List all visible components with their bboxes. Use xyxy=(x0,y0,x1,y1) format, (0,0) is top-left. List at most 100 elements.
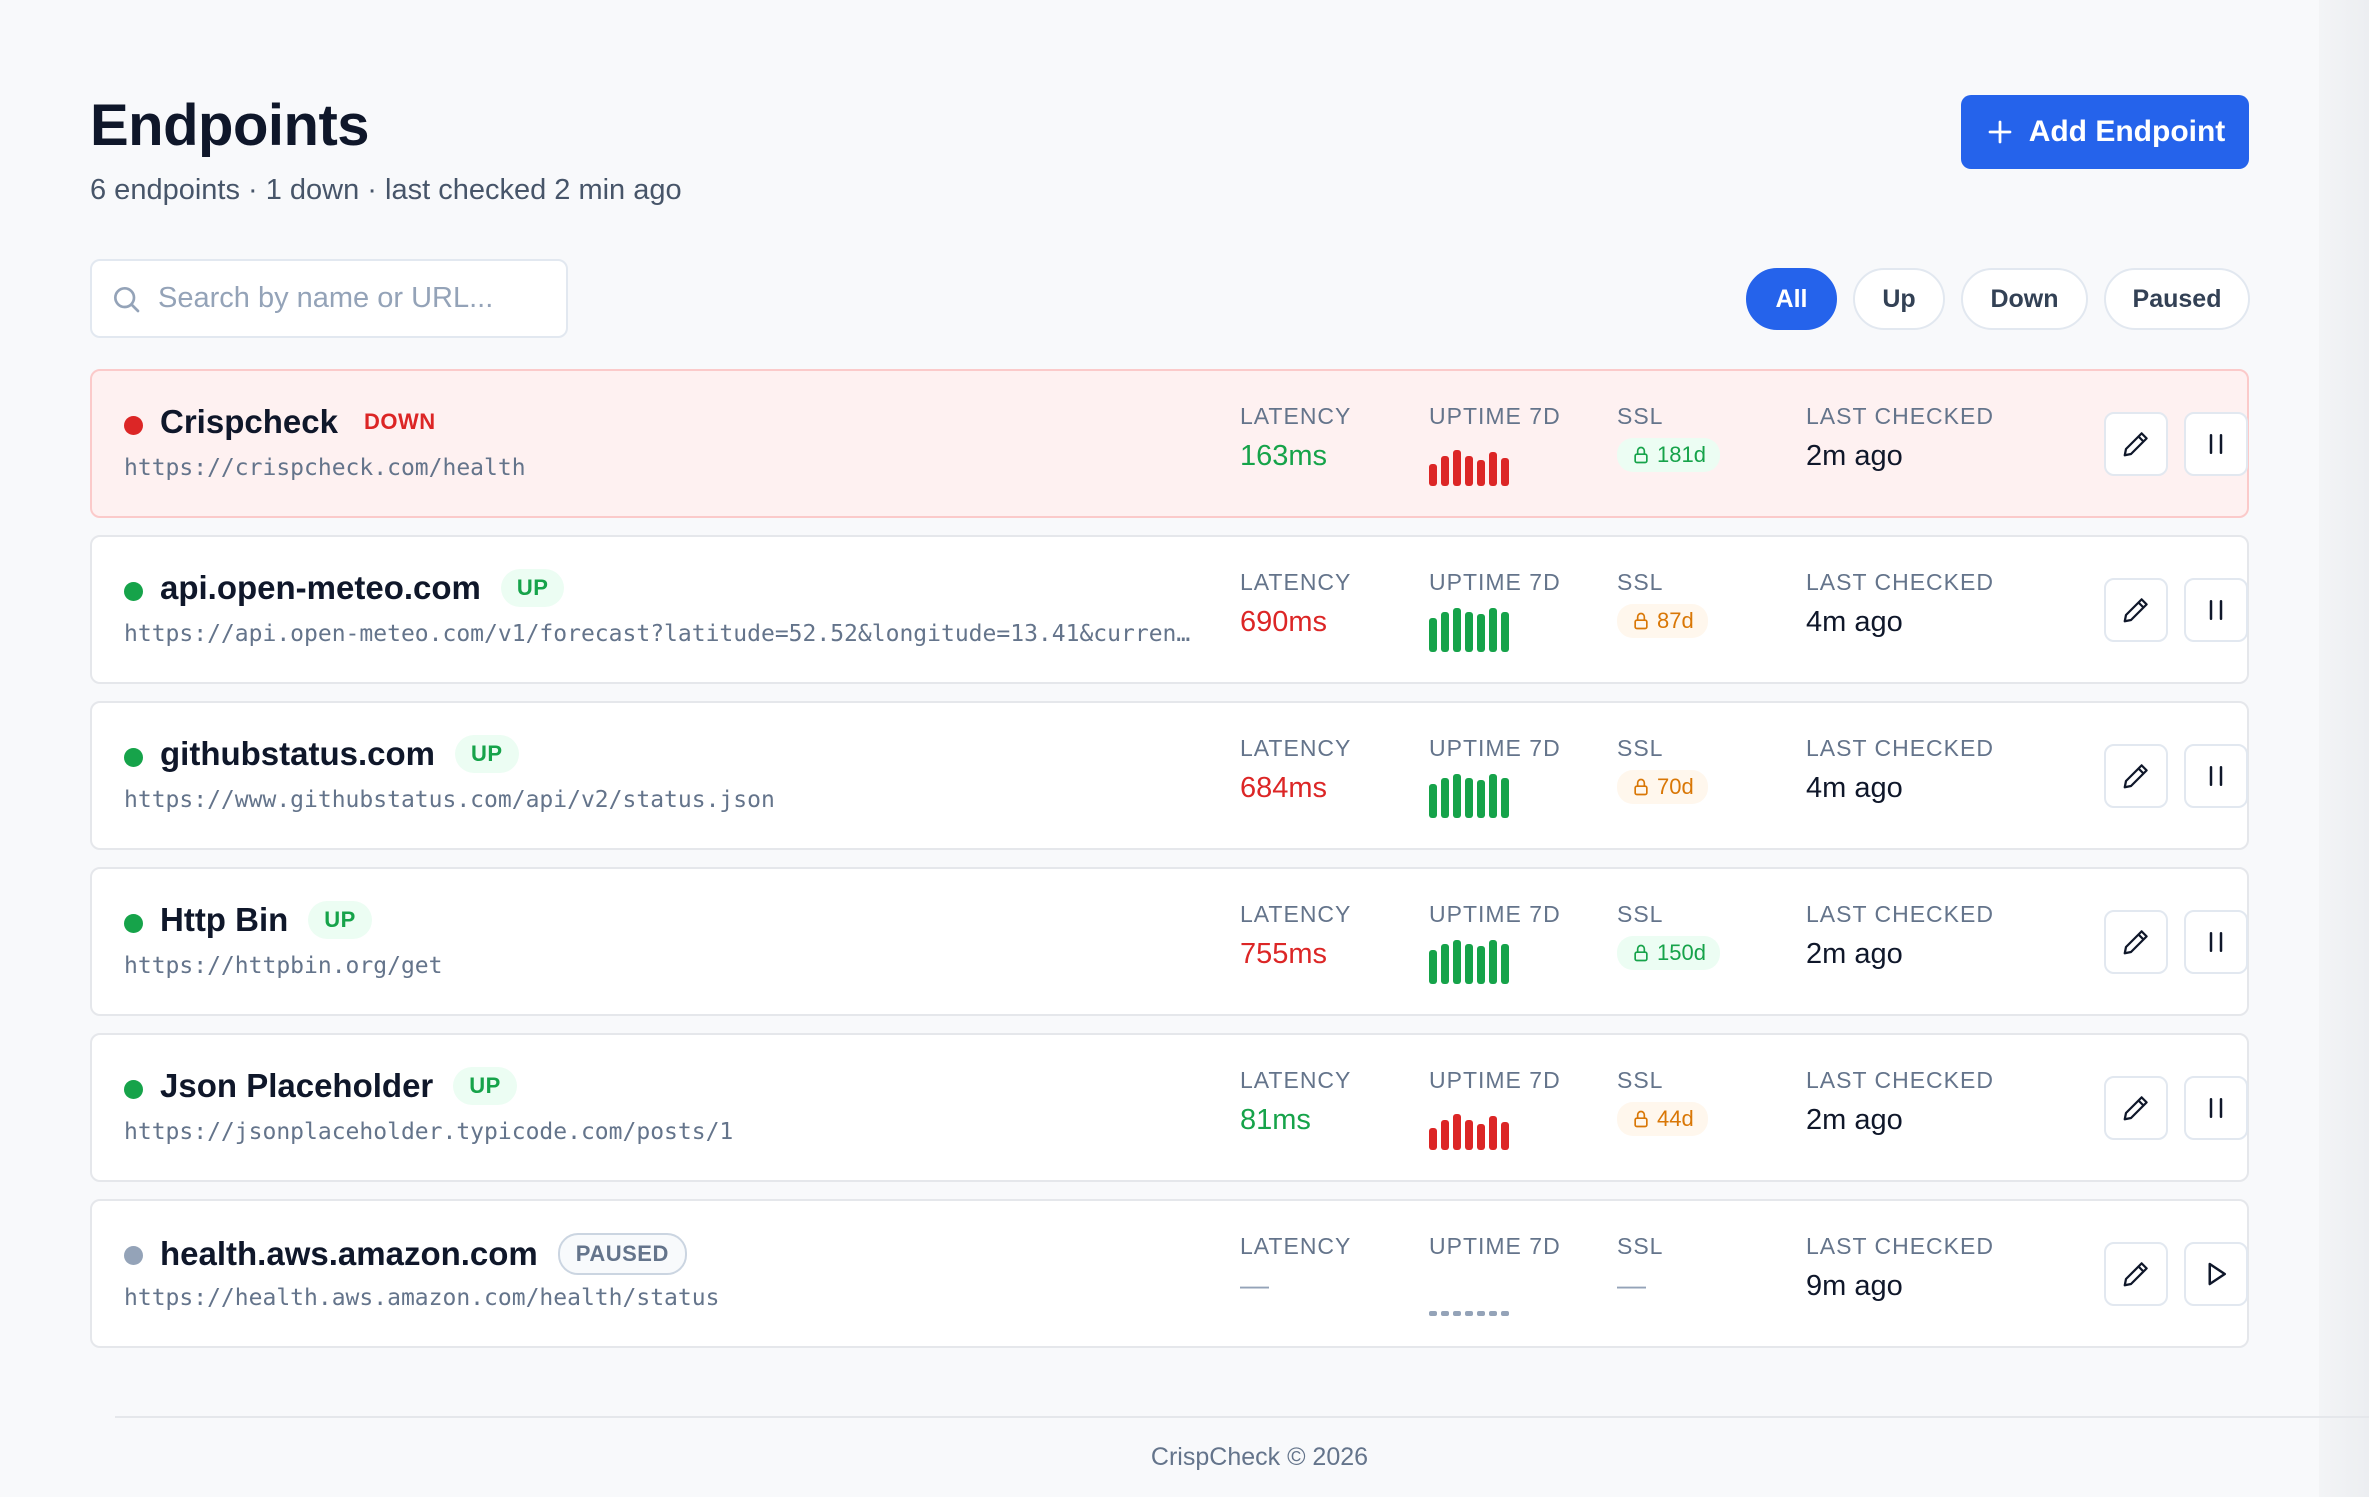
add-endpoint-button[interactable]: Add Endpoint xyxy=(1961,95,2249,169)
endpoint-name: api.open-meteo.com xyxy=(160,569,481,606)
pencil-icon xyxy=(2121,595,2151,625)
pause-button[interactable] xyxy=(2184,744,2248,808)
resume-button[interactable] xyxy=(2184,1242,2248,1306)
endpoint-row[interactable]: Crispcheck DOWN https://crispcheck.com/hea… xyxy=(90,369,2249,518)
pencil-icon xyxy=(2121,1259,2151,1289)
endpoint-row[interactable]: api.open-meteo.com UP https://api.open-met… xyxy=(90,535,2249,684)
ssl-badge: 150d xyxy=(1617,936,1720,970)
endpoint-row[interactable]: Json Placeholder UP https://jsonplaceholde… xyxy=(90,1033,2249,1182)
uptime-day-bar xyxy=(1465,1120,1473,1150)
scrollbar-track[interactable] xyxy=(2319,0,2369,1497)
latency-label: LATENCY xyxy=(1240,901,1352,927)
edit-button[interactable] xyxy=(2104,578,2168,642)
uptime-day-bar xyxy=(1453,1114,1461,1150)
edit-button[interactable] xyxy=(2104,1076,2168,1140)
last-checked-cell: LAST CHECKED 2m ago xyxy=(1806,403,1994,473)
latency-value: 684ms xyxy=(1240,772,1328,804)
status-dot xyxy=(124,582,143,601)
last-checked-cell: LAST CHECKED 4m ago xyxy=(1806,735,1994,805)
add-endpoint-label: Add Endpoint xyxy=(2028,115,2226,148)
last-checked-value: 2m ago xyxy=(1806,440,1903,472)
pause-icon xyxy=(2201,1093,2231,1123)
uptime-day-bar xyxy=(1477,780,1485,818)
ssl-badge: 44d xyxy=(1617,1102,1708,1136)
filter-down[interactable]: Down xyxy=(1961,268,2088,330)
uptime-day-bar xyxy=(1429,784,1437,818)
uptime-day-bar xyxy=(1453,608,1461,652)
edit-button[interactable] xyxy=(2104,744,2168,808)
filter-all[interactable]: All xyxy=(1746,268,1837,330)
pause-button[interactable] xyxy=(2184,1076,2248,1140)
uptime-cell: UPTIME 7D xyxy=(1429,735,1561,818)
endpoint-row[interactable]: Http Bin UP https://httpbin.org/get LATENCY… xyxy=(90,867,2249,1016)
uptime-day-bar xyxy=(1429,1128,1437,1150)
endpoint-url: https://crispcheck.com/health xyxy=(124,455,526,481)
last-checked-cell: LAST CHECKED 9m ago xyxy=(1806,1233,1994,1303)
status-badge: PAUSED xyxy=(557,1233,687,1275)
endpoint-row[interactable]: githubstatus.com UP https://www.githubstat… xyxy=(90,701,2249,850)
status-badge: UP xyxy=(455,735,519,773)
lock-icon xyxy=(1631,445,1651,465)
edit-button[interactable] xyxy=(2104,910,2168,974)
ssl-days: 181d xyxy=(1657,442,1706,467)
pause-button[interactable] xyxy=(2184,910,2248,974)
uptime-day-bar xyxy=(1429,950,1437,984)
endpoint-name-group: Crispcheck DOWN xyxy=(160,403,452,441)
uptime-day-bar xyxy=(1501,612,1509,652)
edit-button[interactable] xyxy=(2104,1242,2168,1306)
uptime-day-bar xyxy=(1465,612,1473,652)
uptime-cell: UPTIME 7D xyxy=(1429,1067,1561,1150)
lock-icon xyxy=(1631,1109,1651,1129)
endpoint-row[interactable]: health.aws.amazon.com PAUSED https://healt… xyxy=(90,1199,2249,1348)
uptime-day-empty xyxy=(1489,1311,1497,1316)
ssl-badge: 181d xyxy=(1617,438,1720,472)
uptime-day-bar xyxy=(1465,456,1473,486)
endpoint-name: Json Placeholder xyxy=(160,1067,434,1104)
ssl-label: SSL xyxy=(1617,1233,1664,1259)
last-checked-value: 4m ago xyxy=(1806,772,1903,804)
uptime-bars xyxy=(1429,442,1561,486)
status-dot xyxy=(124,748,143,767)
pause-button[interactable] xyxy=(2184,578,2248,642)
status-badge: UP xyxy=(308,901,372,939)
status-badge: UP xyxy=(500,569,565,607)
latency-cell: LATENCY 684ms xyxy=(1240,735,1351,805)
uptime-day-bar xyxy=(1453,450,1461,486)
latency-cell: LATENCY — xyxy=(1240,1233,1351,1303)
pencil-icon xyxy=(2121,761,2151,791)
filter-paused[interactable]: Paused xyxy=(2104,268,2250,330)
endpoint-url: https://httpbin.org/get xyxy=(124,953,443,979)
edit-button[interactable] xyxy=(2104,412,2168,476)
status-badge: UP xyxy=(453,1067,517,1105)
pause-button[interactable] xyxy=(2184,412,2248,476)
latency-value: 81ms xyxy=(1240,1104,1311,1136)
uptime-day-empty xyxy=(1501,1311,1509,1316)
uptime-cell: UPTIME 7D xyxy=(1429,569,1561,652)
uptime-bars xyxy=(1429,1106,1561,1150)
search-input[interactable] xyxy=(158,282,538,315)
ssl-days: 87d xyxy=(1657,608,1694,633)
endpoint-name: Http Bin xyxy=(160,901,289,938)
endpoint-name: Crispcheck xyxy=(160,403,338,440)
ssl-badge: 87d xyxy=(1617,604,1708,638)
uptime-day-bar xyxy=(1453,774,1461,818)
last-checked-cell: LAST CHECKED 2m ago xyxy=(1806,901,1994,971)
ssl-label: SSL xyxy=(1617,403,1664,429)
ssl-cell: SSL 181d xyxy=(1617,403,1720,472)
uptime-bars xyxy=(1429,774,1561,818)
uptime-day-bar xyxy=(1489,608,1497,652)
ssl-cell: SSL — xyxy=(1617,1233,1663,1303)
search-box[interactable] xyxy=(90,259,568,338)
search-icon xyxy=(114,286,140,312)
uptime-label: UPTIME 7D xyxy=(1429,403,1561,429)
uptime-day-bar xyxy=(1441,612,1449,652)
endpoint-name-group: Json Placeholder UP xyxy=(160,1067,517,1105)
uptime-day-empty xyxy=(1429,1311,1437,1316)
latency-cell: LATENCY 755ms xyxy=(1240,901,1351,971)
ssl-cell: SSL 150d xyxy=(1617,901,1720,970)
status-dot xyxy=(124,416,143,435)
uptime-day-bar xyxy=(1477,614,1485,652)
last-checked-value: 4m ago xyxy=(1806,606,1903,638)
uptime-bars xyxy=(1429,1272,1561,1316)
filter-up[interactable]: Up xyxy=(1853,268,1945,330)
